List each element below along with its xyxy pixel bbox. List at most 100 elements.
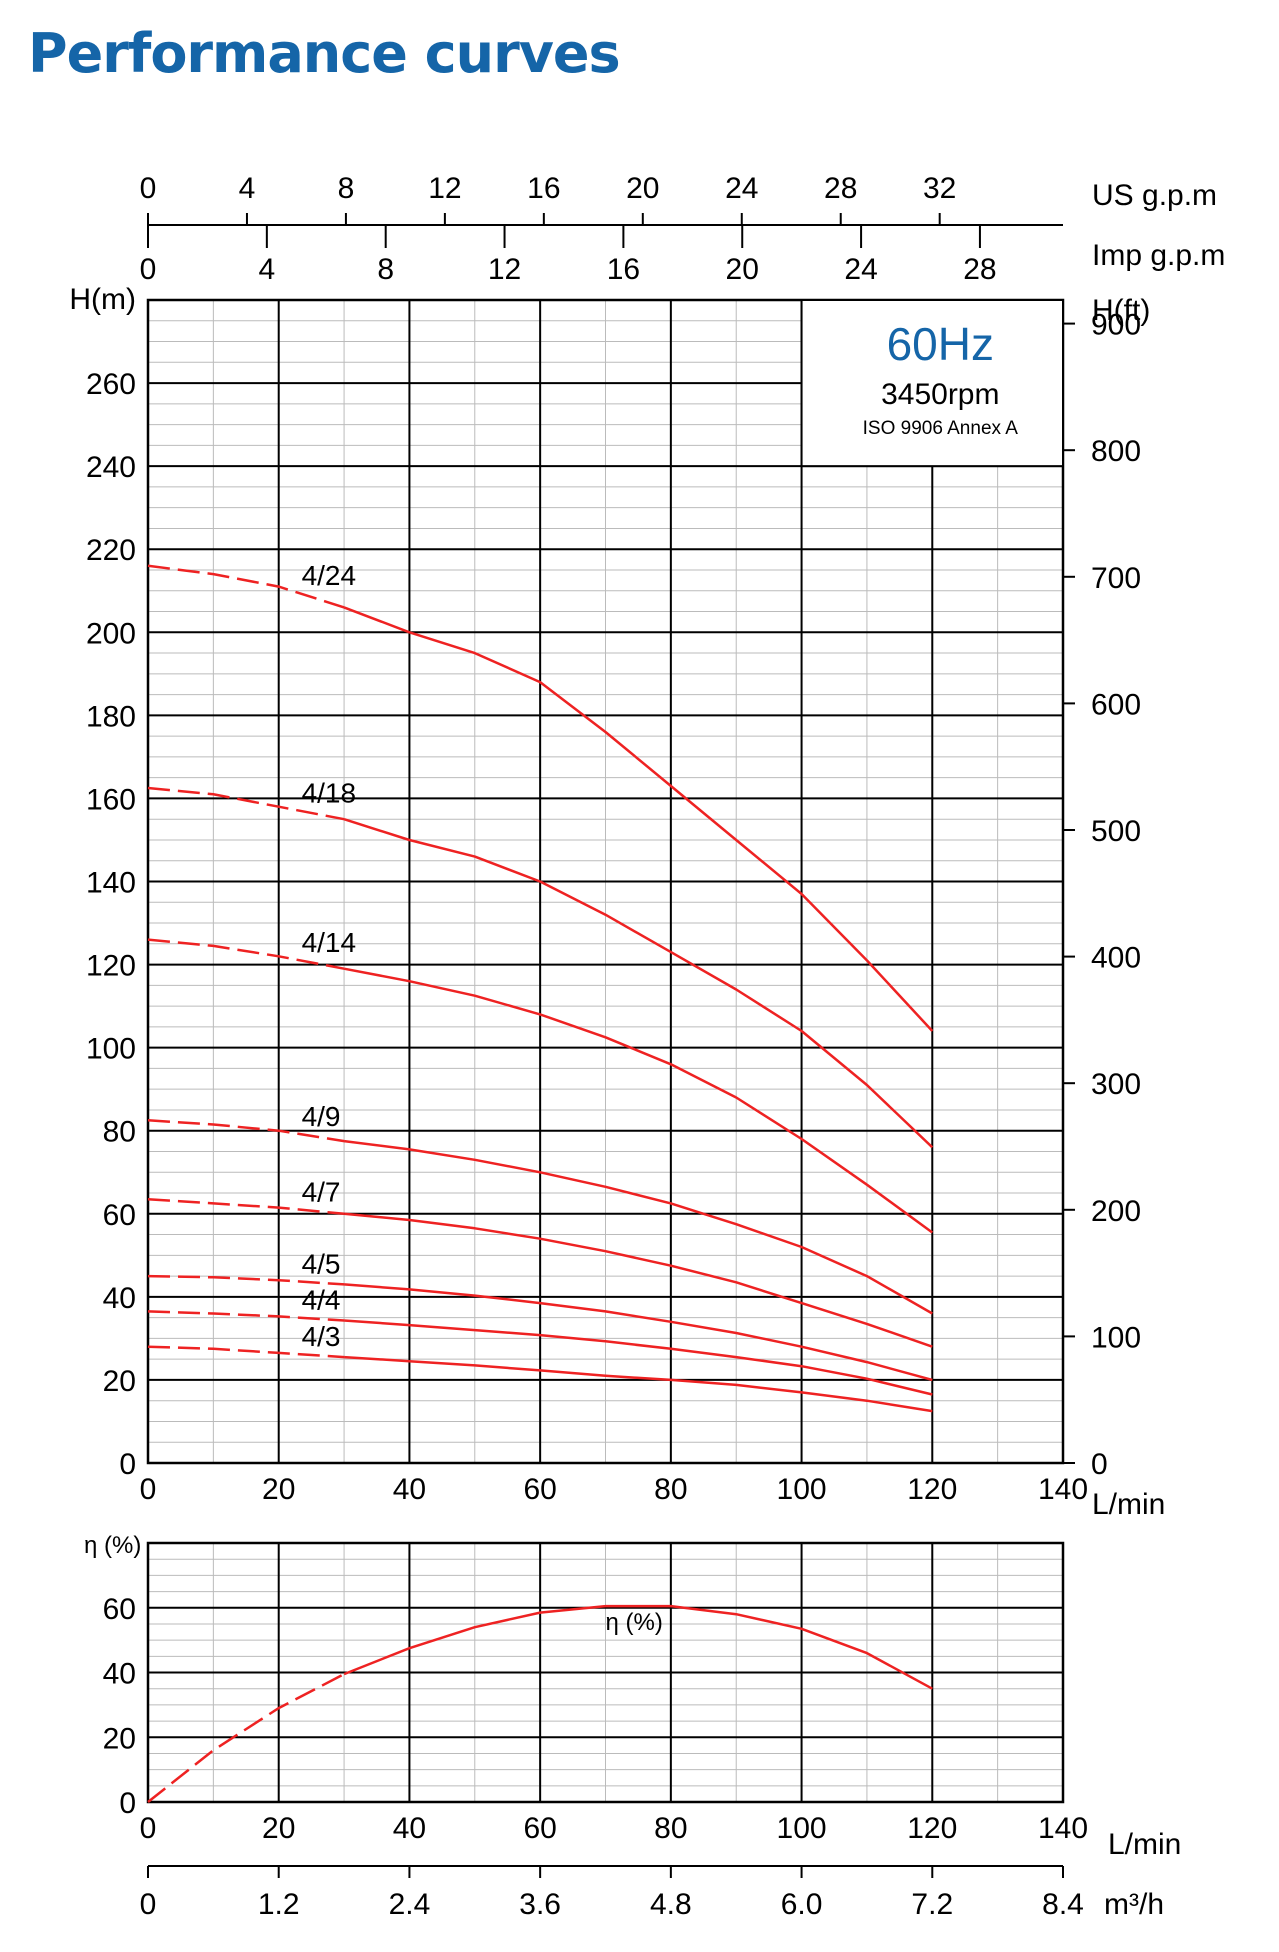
- m3h-tick-label: 4.8: [650, 1888, 692, 1921]
- imp-gpm-tick-label: 20: [726, 253, 759, 286]
- curve-4-14-solid: [343, 967, 934, 1234]
- y-tick-label: 60: [103, 1199, 136, 1232]
- curve-label: 4/3: [302, 1321, 341, 1352]
- imp-gpm-tick-label: 24: [844, 253, 877, 286]
- curve-label: 4/24: [302, 560, 357, 591]
- y-tick-label: 140: [86, 867, 136, 900]
- y-tick-label: 240: [86, 451, 136, 484]
- eff-y-tick-label: 60: [103, 1593, 136, 1626]
- curve-4-5-solid: [344, 1283, 933, 1382]
- curve-4-5-dashed: [147, 1274, 345, 1286]
- us-gpm-tick-label: 0: [140, 172, 157, 205]
- imp-gpm-tick-label: 12: [488, 253, 521, 286]
- tick-labels: 020406080100120140160180200220240260H(m)…: [69, 172, 1225, 1921]
- y-tick-label: 80: [103, 1116, 136, 1149]
- curve-label: 4/18: [302, 777, 357, 808]
- eff-x-tick-label: 20: [262, 1812, 295, 1845]
- right-tick-label: 500: [1091, 815, 1141, 848]
- us-gpm-tick-label: 4: [239, 172, 256, 205]
- right-axis-label: H(ft): [1092, 294, 1150, 327]
- curve-label: 4/7: [302, 1176, 341, 1207]
- x-tick-label: 0: [140, 1473, 157, 1506]
- x-tick-label: 20: [262, 1473, 295, 1506]
- eff-y-tick-label: 0: [119, 1787, 136, 1820]
- eff-x-tick-label: 140: [1038, 1812, 1088, 1845]
- y-tick-label: 200: [86, 617, 136, 650]
- right-tick-label: 100: [1091, 1321, 1141, 1354]
- x-tick-label: 60: [523, 1473, 556, 1506]
- x-tick-label: 140: [1038, 1473, 1088, 1506]
- page-title: Performance curves: [28, 22, 621, 85]
- curve-4-3-solid: [344, 1355, 933, 1413]
- y-tick-label: 120: [86, 950, 136, 983]
- imp-gpm-axis-label: Imp g.p.m: [1092, 239, 1225, 272]
- y-axis-label: H(m): [69, 283, 136, 316]
- frequency-box-frame: [800, 299, 1064, 468]
- m3h-tick-label: 3.6: [519, 1888, 561, 1921]
- x-axis-label: L/min: [1092, 1488, 1165, 1521]
- m3h-tick-label: 6.0: [781, 1888, 823, 1921]
- y-tick-label: 180: [86, 700, 136, 733]
- curve-label: 4/9: [302, 1101, 341, 1132]
- efficiency-curve-solid: [343, 1604, 933, 1690]
- m3h-axis-label: m³/h: [1104, 1888, 1164, 1921]
- us-gpm-tick-label: 20: [626, 172, 659, 205]
- y-tick-label: 260: [86, 368, 136, 401]
- eff-x-axis-label: L/min: [1108, 1828, 1181, 1861]
- m3h-tick-label: 0: [140, 1888, 157, 1921]
- m3h-tick-label: 1.2: [258, 1888, 300, 1921]
- eff-x-tick-label: 80: [654, 1812, 687, 1845]
- efficiency-curve-dashed: [147, 1672, 345, 1803]
- us-gpm-tick-label: 8: [338, 172, 355, 205]
- curve-4-24-solid: [343, 606, 934, 1032]
- curve-4-3-dashed: [147, 1345, 345, 1359]
- right-tick-label: 300: [1091, 1068, 1141, 1101]
- right-tick-label: 0: [1091, 1448, 1108, 1481]
- imp-gpm-tick-label: 8: [377, 253, 394, 286]
- y-tick-label: 220: [86, 534, 136, 567]
- y-tick-label: 20: [103, 1365, 136, 1398]
- curve-4-9-solid: [343, 1139, 933, 1315]
- curve-4-9-dashed: [147, 1119, 345, 1143]
- m3h-tick-label: 7.2: [911, 1888, 953, 1921]
- head-plot-frame: [146, 298, 1065, 1465]
- standard-label: ISO 9906 Annex A: [863, 418, 1019, 439]
- curve-label: 4/4: [302, 1285, 341, 1316]
- x-tick-label: 100: [777, 1473, 827, 1506]
- right-tick-label: 800: [1091, 435, 1141, 468]
- eff-x-tick-label: 0: [140, 1812, 157, 1845]
- y-tick-label: 0: [119, 1448, 136, 1481]
- us-gpm-axis-label: US g.p.m: [1092, 179, 1217, 212]
- imp-gpm-tick-label: 0: [140, 253, 157, 286]
- x-tick-label: 40: [393, 1473, 426, 1506]
- minor-grid: [148, 300, 1063, 1802]
- imp-gpm-tick-label: 16: [607, 253, 640, 286]
- efficiency-plot-frame: [146, 1541, 1065, 1804]
- eff-y-tick-label: 40: [103, 1658, 136, 1691]
- curve-4-18-solid: [343, 818, 934, 1149]
- curve-4-24-dashed: [147, 564, 345, 609]
- eff-y-axis-label: η (%): [84, 1532, 141, 1559]
- us-gpm-tick-label: 32: [923, 172, 956, 205]
- y-tick-label: 100: [86, 1033, 136, 1066]
- efficiency-curve-label: η (%): [606, 1609, 663, 1636]
- curve-label: 4/5: [302, 1248, 341, 1279]
- curve-label: 4/14: [302, 927, 357, 958]
- curve-4-7-solid: [343, 1212, 933, 1348]
- curve-4-7-dashed: [147, 1197, 345, 1216]
- y-tick-label: 40: [103, 1282, 136, 1315]
- x-tick-label: 80: [654, 1473, 687, 1506]
- right-tick-label: 900: [1091, 309, 1141, 342]
- plot-frames: [146, 298, 1065, 1804]
- m3h-tick-label: 2.4: [389, 1888, 431, 1921]
- imp-gpm-tick-label: 4: [259, 253, 276, 286]
- right-tick-label: 400: [1091, 942, 1141, 975]
- curve-4-18-dashed: [147, 786, 345, 821]
- curve-4-4-solid: [344, 1319, 933, 1396]
- m3h-tick-label: 8.4: [1042, 1888, 1084, 1921]
- axes: [147, 213, 1075, 1878]
- right-tick-label: 600: [1091, 688, 1141, 721]
- eff-x-tick-label: 60: [523, 1812, 556, 1845]
- right-tick-label: 200: [1091, 1195, 1141, 1228]
- us-gpm-tick-label: 24: [725, 172, 758, 205]
